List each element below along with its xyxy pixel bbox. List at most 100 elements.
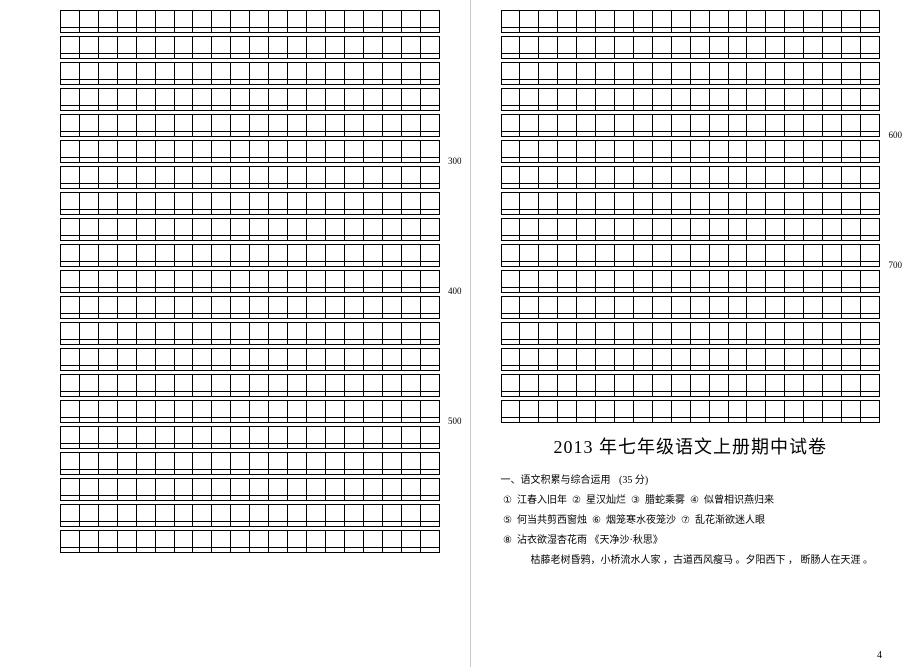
grid-cell [212,219,231,235]
grid-cell [212,167,231,183]
grid-cell [364,531,383,547]
grid-row [501,140,881,158]
grid-cell [61,323,80,339]
grid-cell [520,115,539,131]
grid-cell [156,479,175,495]
grid-cell [269,245,288,261]
grid-cell [520,219,539,235]
grid-cell [269,427,288,443]
grid-cell [118,167,137,183]
grid-cell [402,297,421,313]
grid-cell [175,63,194,79]
grid-cell [137,115,156,131]
grid-cell [364,375,383,391]
grid-cell [842,11,861,27]
grid-row [501,192,881,210]
grid-cell [691,401,710,417]
grid-cell [175,297,194,313]
spacer-row [60,314,440,319]
grid-cell [823,63,842,79]
grid-cell [156,297,175,313]
grid-cell [861,349,879,365]
grid-cell [307,323,326,339]
grid-cell [137,37,156,53]
grid-cell [615,63,634,79]
grid-cell [823,115,842,131]
right-column: 600700 2013 年七年级语文上册期中试卷 一、语文积累与综合运用 (35… [471,0,920,667]
grid-cell [231,531,250,547]
grid-cell [691,349,710,365]
grid-cell [175,141,194,157]
answer-line: ⑤ 何当共剪西窗烛 ⑥ 烟笼寒水夜笼沙 ⑦ 乱花渐欲迷人眼 [501,512,881,530]
grid-cell [710,193,729,209]
grid-cell [634,297,653,313]
grid-row [60,374,440,392]
grid-cell [785,323,804,339]
grid-cell [231,323,250,339]
grid-cell [250,167,269,183]
grid-cell [804,401,823,417]
grid-cell [269,63,288,79]
grid-cell [577,89,596,105]
grid-cell [99,453,118,469]
grid-cell [364,193,383,209]
grid-row [501,322,881,340]
grid-cell [99,427,118,443]
grid-cell [156,11,175,27]
grid-cell [99,531,118,547]
left-column: 300400500 [0,0,470,667]
grid-cell [634,63,653,79]
grid-cell [212,89,231,105]
grid-cell [710,349,729,365]
grid-cell [747,37,766,53]
grid-cell [520,271,539,287]
grid-cell [80,401,99,417]
grid-cell [766,193,785,209]
grid-cell [61,37,80,53]
grid-cell [231,453,250,469]
grid-cell [326,193,345,209]
grid-cell [402,479,421,495]
grid-cell [383,11,402,27]
grid-cell [520,141,539,157]
page-number: 4 [877,650,882,661]
grid-cell [250,401,269,417]
grid-cell [61,141,80,157]
grid-cell [137,167,156,183]
item-text: 《天净沙·秋思》 [590,535,663,546]
grid-row [501,244,881,262]
grid-cell [307,167,326,183]
spacer-row [60,54,440,59]
grid-cell [539,37,558,53]
grid-cell [118,271,137,287]
grid-cell [137,375,156,391]
grid-cell [672,11,691,27]
grid-cell [383,479,402,495]
grid-cell [710,115,729,131]
grid-cell [861,11,879,27]
grid-cell [596,167,615,183]
grid-cell [766,349,785,365]
grid-cell [766,245,785,261]
grid-cell [345,37,364,53]
grid-cell [823,375,842,391]
grid-cell [520,297,539,313]
section-points: (35 分) [619,475,648,486]
grid-cell [250,63,269,79]
grid-cell [577,219,596,235]
grid-cell [212,193,231,209]
grid-cell [804,271,823,287]
grid-row [60,88,440,106]
grid-cell [212,375,231,391]
grid-cell [288,505,307,521]
grid-cell [175,323,194,339]
grid-cell [345,271,364,287]
grid-cell [212,323,231,339]
grid-cell [326,167,345,183]
spacer-row [60,496,440,501]
grid-cell [747,271,766,287]
item-number: ⑧ [501,532,515,550]
grid-cell [691,375,710,391]
grid-cell [421,479,439,495]
grid-cell [421,63,439,79]
